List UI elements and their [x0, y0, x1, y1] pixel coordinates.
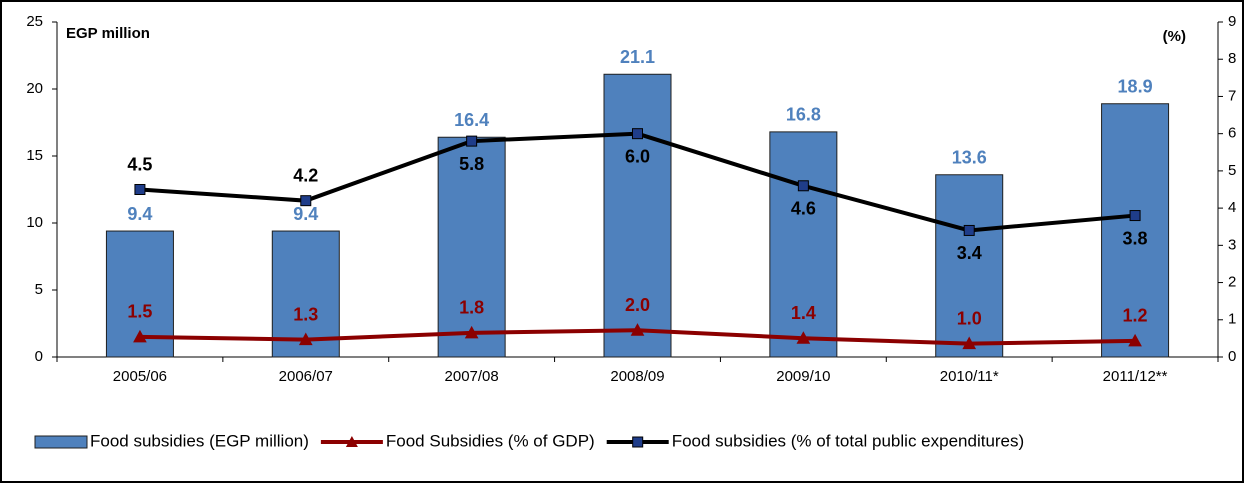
y2-tick-label: 3 [1228, 236, 1236, 253]
bar [1101, 103, 1170, 358]
line-value-label: 4.2 [293, 165, 318, 185]
y2-tick-label: 0 [1228, 348, 1236, 365]
line-value-label: 5.8 [459, 154, 484, 174]
y2-tick-label: 8 [1228, 50, 1236, 67]
x-tick-label: 2011/12** [1103, 368, 1168, 385]
x-tick-label: 2005/06 [113, 368, 167, 385]
y-tick-label: 5 [35, 281, 43, 298]
marker [134, 184, 146, 195]
y-tick-label: 10 [26, 214, 43, 231]
bar-value-label: 21.1 [620, 47, 655, 67]
x-tick-label: 2009/10 [776, 368, 830, 385]
marker [963, 224, 975, 236]
legend-marker [632, 436, 644, 448]
x-tick-label: 2010/11* [940, 368, 999, 385]
legend-swatch [34, 435, 88, 449]
y-tick-label: 25 [26, 13, 43, 30]
bar [769, 131, 838, 358]
bar-value-label: 16.4 [454, 110, 489, 130]
y2-tick-label: 5 [1228, 162, 1236, 179]
line-value-label: 1.0 [957, 308, 982, 328]
x-tick-label: 2006/07 [279, 368, 333, 385]
marker [1129, 210, 1141, 222]
y-axis-label: EGP million [66, 25, 150, 42]
line-value-label: 3.4 [957, 243, 982, 263]
bar-value-label: 9.4 [293, 204, 318, 224]
bar-value-label: 9.4 [127, 204, 152, 224]
line-value-label: 3.8 [1123, 228, 1148, 248]
marker [300, 195, 312, 207]
y-tick-label: 15 [26, 147, 43, 164]
line-value-label: 1.2 [1123, 306, 1148, 326]
bar [603, 73, 672, 358]
line-value-label: 6.0 [625, 146, 650, 166]
x-tick-label: 2007/08 [445, 368, 499, 385]
legend-label: Food Subsidies (% of GDP) [386, 431, 595, 450]
y2-tick-label: 6 [1228, 125, 1236, 142]
marker [962, 336, 977, 350]
bar-value-label: 18.9 [1118, 76, 1153, 96]
line-value-label: 1.5 [127, 302, 152, 322]
legend-marker [345, 436, 358, 447]
y-tick-label: 20 [26, 80, 43, 97]
marker [630, 323, 645, 336]
marker [1128, 333, 1142, 347]
marker [466, 135, 478, 147]
marker [797, 180, 809, 192]
marker [298, 332, 313, 346]
y2-tick-label: 9 [1228, 13, 1236, 30]
y2-tick-label: 4 [1228, 199, 1236, 216]
bar-value-label: 13.6 [952, 148, 987, 168]
line-value-label: 1.8 [459, 298, 484, 318]
bar [437, 136, 506, 358]
line-value-label: 1.4 [791, 303, 816, 323]
legend-label: Food subsidies (% of total public expend… [672, 431, 1024, 450]
marker [632, 128, 643, 140]
y2-tick-label: 7 [1228, 87, 1236, 104]
line-value-label: 4.6 [791, 199, 816, 219]
y-tick-label: 0 [35, 348, 43, 365]
marker [464, 325, 479, 339]
y2-axis-label: (%) [1163, 28, 1186, 45]
bar [935, 174, 1004, 358]
y2-tick-label: 1 [1228, 311, 1236, 328]
marker [796, 331, 811, 344]
y2-tick-label: 2 [1228, 274, 1236, 291]
marker [133, 329, 147, 343]
bar-value-label: 16.8 [786, 105, 821, 125]
line-value-label: 4.5 [127, 154, 152, 174]
legend-label: Food subsidies (EGP million) [90, 431, 309, 450]
line-value-label: 1.3 [293, 304, 318, 324]
x-tick-label: 2008/09 [610, 368, 664, 385]
line-value-label: 2.0 [625, 295, 650, 315]
